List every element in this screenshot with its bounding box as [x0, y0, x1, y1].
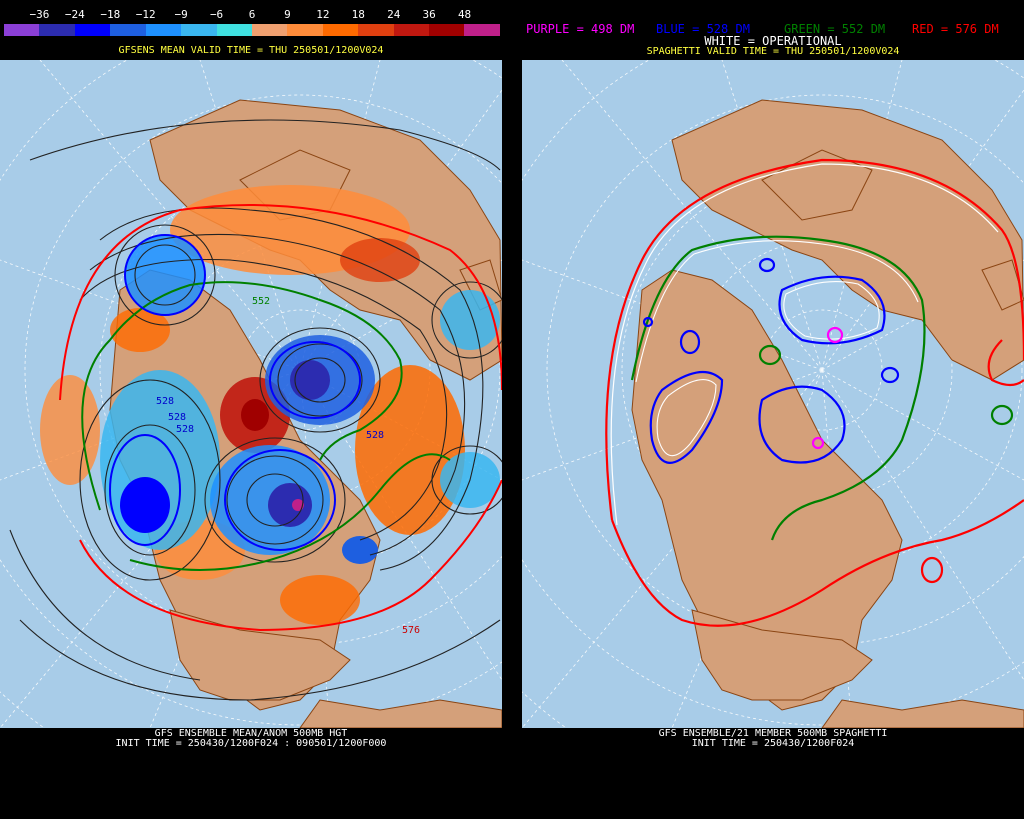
panel-divider	[502, 0, 522, 819]
anomaly-shading	[40, 185, 500, 625]
spaghetti-map-svg	[522, 60, 1024, 728]
legend-blue: BLUE = 528 DM	[656, 22, 750, 36]
left-title: GFSENS MEAN VALID TIME = THU 250501/1200…	[118, 45, 384, 56]
colorbar-labels: −36 −24 −18 −12 −9 −6 6 9 12 18 24 36 48	[4, 4, 500, 22]
colorbar-swatch	[464, 24, 500, 36]
mean-anomaly-map: 552 528 528 528 528 576	[0, 60, 502, 728]
colorbar-label: 9	[284, 8, 291, 21]
colorbar-label: −9	[174, 8, 188, 21]
colorbar-swatch	[110, 24, 146, 36]
mean-anomaly-panel: −36 −24 −18 −12 −9 −6 6 9 12 18 24 36 48 GFSENS MEAN…	[0, 0, 502, 819]
contour-label: 528	[366, 430, 384, 441]
colorbar-label: −18	[100, 8, 121, 21]
anomaly-colorbar: −36 −24 −18 −12 −9 −6 6 9 12 18 24 36 48	[4, 4, 500, 36]
colorbar-label: 48	[457, 8, 472, 21]
contour-label: 528	[156, 396, 174, 407]
colorbar-label: 18	[351, 8, 365, 21]
spaghetti-panel: PURPLE = 498 DM BLUE = 528 DM GREEN = 55…	[522, 0, 1024, 819]
colorbar-swatch	[251, 24, 288, 36]
colorbar-label: 6	[248, 8, 256, 21]
colorbar-label: −36	[29, 8, 50, 21]
colorbar-label: −12	[135, 8, 156, 21]
colorbar-label: 12	[316, 8, 330, 21]
right-footer-title: GFS ENSEMBLE/21 MEMBER 500MB SPAGHETTI	[658, 728, 888, 739]
legend-green: GREEN = 552 DM	[784, 22, 886, 36]
colorbar-label: −24	[64, 8, 85, 21]
colorbar-swatch	[216, 24, 252, 36]
mean-map-svg: 552 528 528 528 528 576	[0, 60, 502, 728]
colorbar-swatch	[393, 24, 430, 36]
left-footer-init: INIT TIME = 250430/1200F024 : 090501/120…	[115, 738, 387, 749]
legend-white: WHITE = OPERATIONAL	[704, 34, 842, 48]
legend-red: RED = 576 DM	[912, 22, 999, 36]
colorbar-swatch	[322, 24, 359, 36]
spaghetti-contours	[605, 158, 1024, 627]
colorbar-swatch	[429, 24, 465, 36]
contour-label: 552	[252, 296, 270, 307]
colorbar-label: 36	[422, 8, 436, 21]
left-footer-title: GFS ENSEMBLE MEAN/ANOM 500MB HGT	[154, 728, 348, 739]
contour-label: 576	[402, 625, 420, 636]
right-title: SPAGHETTI VALID TIME = THU 250501/1200V0…	[646, 46, 900, 57]
colorbar-swatches	[4, 24, 500, 36]
spaghetti-map	[522, 60, 1024, 728]
colorbar-swatch	[4, 24, 40, 36]
colorbar-swatch	[287, 24, 323, 36]
spaghetti-legend: PURPLE = 498 DM BLUE = 528 DM GREEN = 55…	[522, 22, 1024, 38]
contour-labels: 552 528 528 528 528 576	[156, 296, 420, 636]
colorbar-swatch	[74, 24, 111, 36]
contour-label: 528	[168, 412, 186, 423]
colorbar-swatch	[181, 24, 217, 36]
colorbar-label: 24	[387, 8, 401, 21]
colorbar-label: −6	[209, 8, 224, 21]
colorbar-swatch	[39, 24, 75, 36]
height-contours	[9, 119, 502, 701]
colorbar-swatch	[145, 24, 182, 36]
colorbar-swatch	[358, 24, 394, 36]
key-contours	[59, 204, 502, 632]
contour-label: 528	[176, 424, 194, 435]
legend-purple: PURPLE = 498 DM	[526, 22, 635, 36]
right-footer-init: INIT TIME = 250430/1200F024	[691, 738, 855, 749]
